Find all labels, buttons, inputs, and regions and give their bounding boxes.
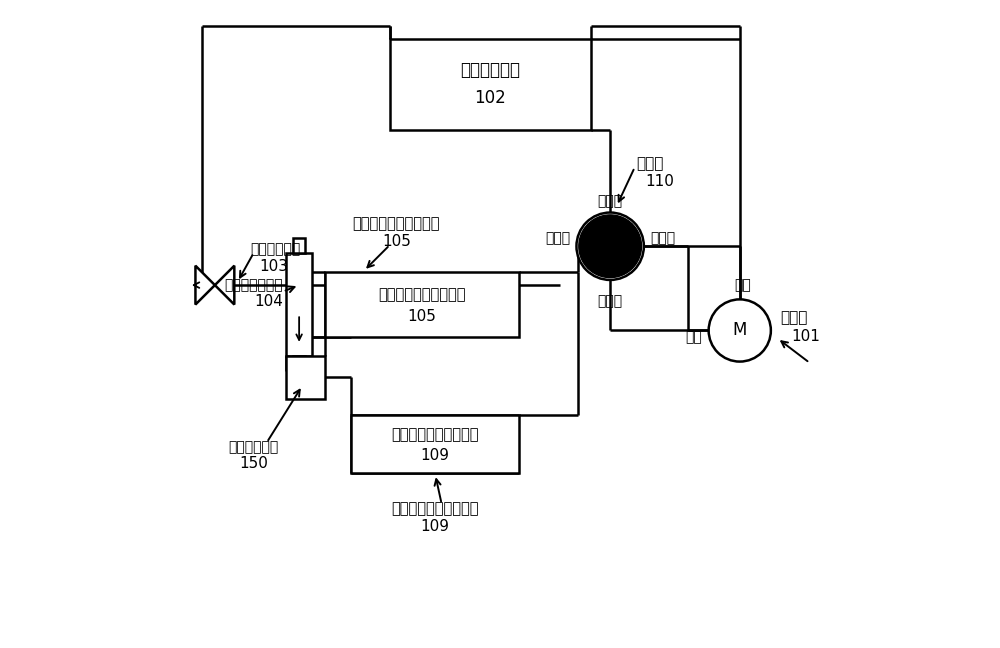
Polygon shape xyxy=(215,266,234,305)
Text: 第二室内空气调节单元: 第二室内空气调节单元 xyxy=(391,426,479,442)
Bar xyxy=(286,253,312,356)
Bar xyxy=(286,356,325,399)
Polygon shape xyxy=(588,215,632,246)
Text: 104: 104 xyxy=(254,294,283,309)
Text: 压缩机: 压缩机 xyxy=(781,310,808,325)
Text: 第二端: 第二端 xyxy=(598,194,623,208)
Circle shape xyxy=(709,299,771,362)
Bar xyxy=(293,356,305,371)
Text: 第二室内空气调节单元: 第二室内空气调节单元 xyxy=(391,501,479,516)
Text: 105: 105 xyxy=(408,308,437,324)
Text: 第一室内空气调节单元: 第一室内空气调节单元 xyxy=(378,287,466,303)
Text: 第三端: 第三端 xyxy=(545,231,570,246)
Text: 入口: 入口 xyxy=(685,330,702,344)
Bar xyxy=(390,39,591,130)
Polygon shape xyxy=(195,266,215,305)
Text: 150: 150 xyxy=(239,456,268,471)
Bar xyxy=(325,272,519,337)
Text: 109: 109 xyxy=(421,518,450,534)
Text: 分流调节单元: 分流调节单元 xyxy=(229,440,279,454)
Bar xyxy=(293,238,305,253)
Text: 105: 105 xyxy=(382,233,411,249)
Bar xyxy=(351,415,519,473)
Text: 第一室内空气调节单元: 第一室内空气调节单元 xyxy=(353,216,440,231)
Polygon shape xyxy=(579,224,610,268)
Text: 103: 103 xyxy=(259,259,288,275)
Text: M: M xyxy=(733,321,747,340)
Text: 四通阀: 四通阀 xyxy=(636,156,663,172)
Polygon shape xyxy=(588,246,632,277)
Text: 109: 109 xyxy=(421,448,450,463)
Text: 110: 110 xyxy=(646,174,675,189)
Text: 第一节流装置: 第一节流装置 xyxy=(251,242,301,257)
Text: 第一端: 第一端 xyxy=(650,231,675,246)
Text: 101: 101 xyxy=(792,329,820,345)
Text: 102: 102 xyxy=(474,89,506,108)
Text: 第四端: 第四端 xyxy=(598,294,623,308)
Text: 出口: 出口 xyxy=(735,278,751,292)
Text: 第一气液分离器: 第一气液分离器 xyxy=(224,278,283,292)
Text: 室外换热单元: 室外换热单元 xyxy=(460,61,520,79)
Circle shape xyxy=(576,213,644,280)
Polygon shape xyxy=(610,224,641,268)
